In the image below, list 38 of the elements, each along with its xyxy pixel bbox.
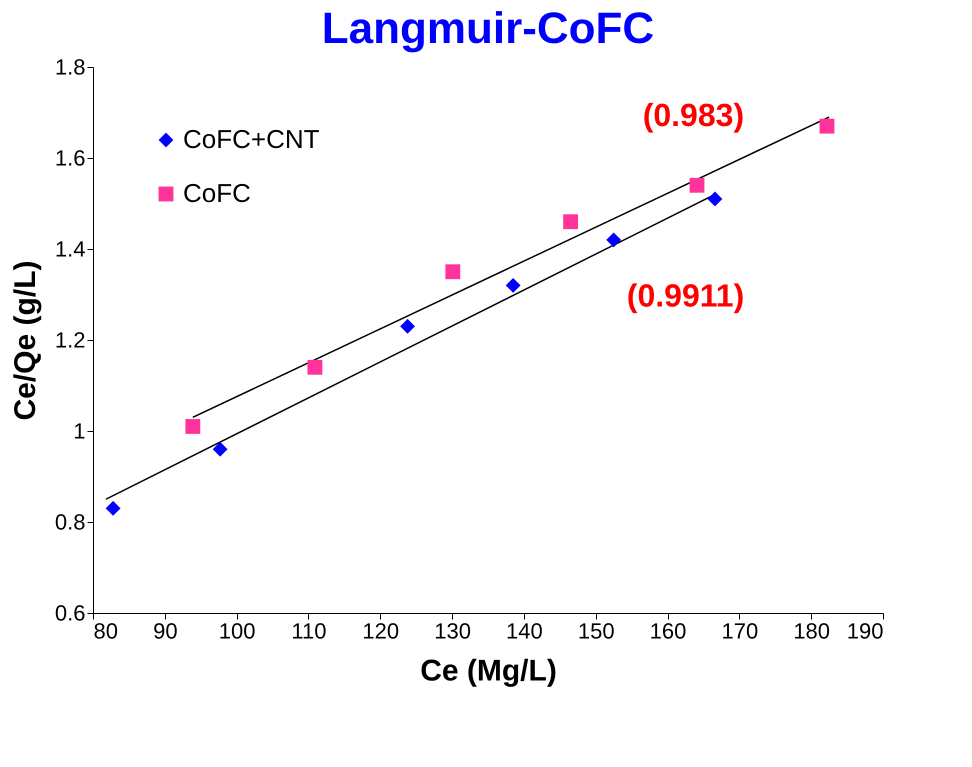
x-tick-label: 110 (291, 618, 326, 644)
point (606, 232, 622, 248)
point (690, 178, 704, 193)
y-tick-label: 0.8 (54, 510, 86, 534)
y-tick-label: 1.4 (54, 236, 86, 262)
point (563, 214, 578, 230)
y-tick-label: 1 (73, 418, 86, 444)
point (400, 318, 415, 334)
x-tick-label: 120 (362, 618, 400, 644)
y-axis-title: Ce/Qe (g/L) (8, 260, 42, 421)
y-tick-label: 1.2 (54, 328, 86, 352)
y-tick-label: 1.8 (54, 54, 86, 80)
x-tick-label: 130 (434, 618, 471, 644)
legend-label: CoFC (183, 178, 251, 208)
point (445, 264, 460, 280)
y-tick-label: 1.6 (54, 146, 86, 170)
x-tick-label: 160 (650, 618, 686, 644)
point (308, 360, 322, 375)
point (708, 192, 722, 206)
x-tick-label: 170 (722, 618, 758, 644)
x-tick-label: 140 (506, 618, 543, 644)
x-tick-label: 180 (793, 618, 830, 644)
x-axis-title: Ce (Mg/L) (420, 654, 557, 688)
x-tick-label: 190 (846, 618, 884, 644)
x-tick-label: 150 (578, 618, 615, 644)
point (212, 442, 228, 457)
legend-label: CoFC+CNT (183, 124, 320, 154)
x-tick-label: 80 (94, 618, 118, 644)
point (820, 118, 834, 134)
x-tick-label: 90 (153, 618, 178, 644)
point (106, 500, 121, 516)
y-tick-label: 0.6 (54, 600, 86, 626)
annotation: (0.9911) (626, 277, 744, 314)
x-tick-label: 100 (218, 618, 256, 644)
annotation: (0.983) (642, 97, 744, 134)
point (185, 419, 200, 434)
point (506, 278, 521, 293)
chart-title: Langmuir-CoFC (322, 4, 654, 53)
